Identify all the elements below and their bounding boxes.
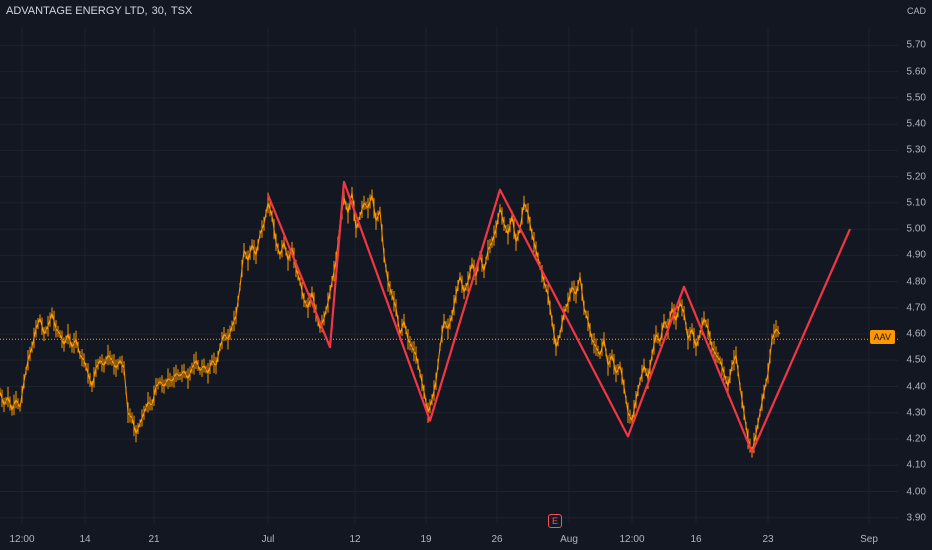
chart-grid <box>0 27 898 523</box>
x-tick-label: 19 <box>420 534 432 545</box>
exchange: TSX <box>170 5 193 17</box>
x-tick-label: Jul <box>261 534 275 545</box>
y-tick-label: 4.00 <box>906 486 926 497</box>
price-series <box>0 186 781 458</box>
y-tick-label: 4.50 <box>906 354 926 366</box>
chart-title: ADVANTAGE ENERGY LTD, 30, TSX <box>6 5 196 17</box>
x-tick-label: Aug <box>560 534 578 545</box>
earnings-marker-icon[interactable]: E <box>548 514 562 528</box>
y-tick-label: 5.70 <box>906 39 926 51</box>
y-tick-label: 5.00 <box>906 223 926 235</box>
x-tick-label: 26 <box>491 534 503 545</box>
y-tick-label: 5.30 <box>906 144 926 156</box>
y-tick-label: 4.80 <box>906 276 926 288</box>
y-tick-label: 4.90 <box>906 249 926 261</box>
x-tick-label: 12:00 <box>619 534 645 545</box>
y-tick-label: 4.10 <box>906 459 926 471</box>
x-tick-label: 12:00 <box>9 534 35 545</box>
y-tick-label: 4.30 <box>906 407 926 419</box>
y-tick-label: 5.50 <box>906 92 926 104</box>
price-line <box>0 192 781 455</box>
symbol-name: ADVANTAGE ENERGY LTD, <box>6 5 148 17</box>
x-tick-label: 14 <box>79 534 91 545</box>
x-tick-label: Sep <box>860 534 878 545</box>
zigzag-pattern-line <box>266 180 852 454</box>
y-tick-label: 5.10 <box>906 197 926 209</box>
x-tick-label: 23 <box>762 534 774 545</box>
y-tick-label: 4.20 <box>906 433 926 445</box>
y-tick-label: 5.60 <box>906 66 926 78</box>
y-tick-label: 3.90 <box>906 512 926 524</box>
y-tick-label: 5.20 <box>906 171 926 183</box>
y-tick-label: 4.70 <box>906 302 926 314</box>
y-tick-label: 5.40 <box>906 118 926 130</box>
interval: 30, <box>151 5 167 17</box>
x-tick-label: 12 <box>349 534 361 545</box>
x-tick-label: 21 <box>148 534 160 545</box>
last-price-tag: AAV <box>869 330 895 344</box>
y-tick-label: 4.40 <box>906 381 926 393</box>
x-tick-label: 16 <box>690 534 702 545</box>
y-tick-label: 4.60 <box>906 328 926 340</box>
currency-label[interactable]: CAD <box>906 6 926 16</box>
